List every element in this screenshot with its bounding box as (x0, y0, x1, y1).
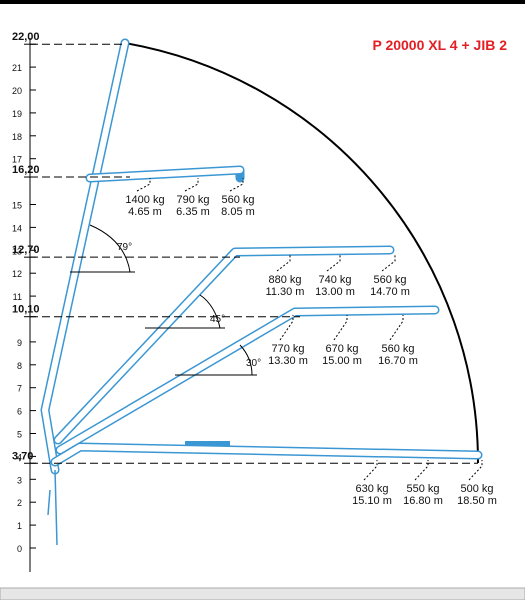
tick-label: 2 (17, 498, 22, 508)
tick-label: 7 (17, 384, 22, 394)
angle-label: 79° (117, 242, 132, 253)
leader (229, 178, 244, 192)
load-distance: 11.30 m (266, 286, 305, 298)
load-kg: 560 kg (381, 343, 414, 355)
leader (136, 178, 151, 192)
leader (326, 255, 341, 272)
load-kg: 880 kg (268, 274, 301, 286)
tick-label: 1 (17, 521, 22, 531)
angle-label: 30° (246, 358, 261, 369)
tick-label: 3 (17, 475, 22, 485)
tick-label: 20 (12, 86, 22, 96)
load-kg: 790 kg (176, 194, 209, 206)
load-distance: 18.50 m (457, 495, 497, 507)
tick-label: 17 (12, 155, 22, 165)
crane (40, 38, 483, 546)
load-distance: 6.35 m (176, 206, 210, 218)
leader (381, 255, 396, 272)
load-kg: 560 kg (221, 194, 254, 206)
load-kg: 1400 kg (125, 194, 164, 206)
load-kg: 670 kg (325, 343, 358, 355)
load-distance: 14.70 m (370, 286, 410, 298)
load-kg: 500 kg (460, 483, 493, 495)
load-kg: 560 kg (373, 274, 406, 286)
reach-arc (124, 42, 480, 464)
load-distance: 13.00 m (315, 286, 355, 298)
load-distance: 16.80 m (403, 495, 443, 507)
tick-label: 8 (17, 361, 22, 371)
angle-label: 45° (210, 314, 225, 325)
load-distance: 13.30 m (268, 355, 308, 367)
tick-label: 21 (12, 63, 22, 73)
tick-label: 11 (13, 292, 22, 302)
load-distance: 15.00 m (322, 355, 362, 367)
level-label: 10,10 (12, 304, 40, 316)
bottom-bar (0, 587, 525, 601)
tick-label: 13 (12, 246, 22, 256)
leader (184, 178, 199, 192)
title: P 20000 XL 4 + JIB 2 (372, 37, 507, 53)
level-label: 22,00 (12, 31, 40, 43)
tick-label: 15 (12, 201, 22, 211)
load-distance: 16.70 m (378, 355, 418, 367)
leader (333, 315, 348, 341)
load-kg: 550 kg (406, 483, 439, 495)
tick-label: 5 (17, 430, 22, 440)
leader (389, 315, 404, 341)
tick-label: 4 (17, 452, 22, 462)
level-label: 16,20 (12, 164, 40, 176)
load-kg: 740 kg (318, 274, 351, 286)
tick-label: 6 (17, 407, 22, 417)
tick-label: 9 (17, 338, 22, 348)
load-kg: 630 kg (355, 483, 388, 495)
load-distance: 8.05 m (221, 206, 255, 218)
load-distance: 15.10 m (352, 495, 392, 507)
load-kg: 770 kg (271, 343, 304, 355)
level-label: 3,70 (12, 450, 33, 462)
angle-marks (70, 224, 257, 376)
tick-label: 12 (12, 269, 22, 279)
tick-label: 18 (12, 132, 22, 142)
load-distance: 4.65 m (128, 206, 162, 218)
leader (276, 255, 291, 272)
tick-label: 19 (12, 109, 22, 119)
tick-label: 0 (17, 544, 22, 554)
tick-label: 14 (12, 223, 22, 233)
top-bar (0, 0, 525, 4)
level-label: 12,70 (12, 244, 40, 256)
